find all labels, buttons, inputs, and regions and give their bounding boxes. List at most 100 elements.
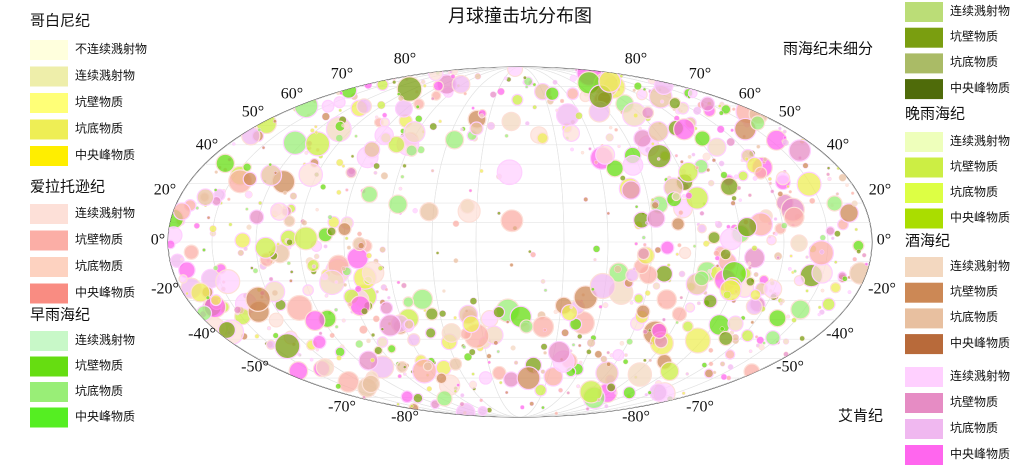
crater: [516, 366, 541, 391]
crater: [453, 389, 458, 394]
crater: [841, 275, 848, 282]
crater: [520, 405, 525, 410]
crater: [435, 372, 448, 385]
crater: [854, 227, 858, 232]
crater: [826, 172, 830, 177]
crater: [702, 152, 711, 161]
crater: [861, 252, 867, 258]
crater: [789, 254, 793, 258]
crater: [593, 160, 599, 165]
crater: [805, 289, 809, 293]
crater: [707, 231, 721, 245]
crater: [642, 329, 648, 335]
crater: [314, 130, 319, 135]
crater: [583, 197, 589, 202]
legend-label: 中央峰物质: [75, 147, 135, 162]
crater: [642, 87, 647, 92]
crater: [712, 370, 717, 375]
crater: [335, 383, 342, 390]
crater: [719, 326, 725, 332]
crater: [606, 382, 617, 393]
crater: [733, 174, 739, 180]
crater: [270, 202, 289, 221]
crater: [343, 283, 347, 287]
crater: [718, 104, 722, 108]
crater: [783, 206, 805, 228]
crater: [738, 198, 743, 202]
crater: [802, 162, 809, 169]
crater: [736, 216, 758, 238]
crater: [561, 328, 569, 337]
latitude-label: 40°: [196, 137, 218, 154]
crater: [756, 336, 765, 345]
crater: [594, 350, 603, 359]
legend-period: 早雨海纪: [30, 306, 90, 323]
crater: [706, 168, 711, 173]
crater: [314, 124, 318, 129]
crater: [678, 210, 684, 216]
crater: [685, 192, 693, 200]
latitude-label: -70°: [328, 399, 356, 416]
crater: [402, 372, 407, 376]
crater: [756, 144, 761, 149]
crater: [297, 352, 301, 357]
crater: [614, 127, 619, 132]
crater: [831, 236, 835, 241]
crater: [641, 235, 646, 240]
crater: [648, 358, 653, 363]
legend-swatch: [905, 308, 943, 329]
crater: [681, 391, 686, 396]
crater: [500, 209, 524, 233]
latitude-label: -20°: [151, 281, 179, 298]
legend-period: 晚雨海纪: [905, 105, 965, 122]
crater: [713, 250, 720, 257]
crater: [504, 133, 509, 138]
crater: [680, 159, 684, 164]
crater: [309, 357, 314, 362]
crater: [809, 197, 816, 204]
crater: [505, 320, 510, 324]
legend-period: 艾肯纪: [838, 407, 883, 424]
crater: [329, 332, 335, 339]
crater: [439, 310, 447, 318]
crater: [588, 147, 592, 151]
crater: [360, 185, 379, 204]
crater: [629, 300, 634, 305]
crater: [775, 171, 791, 186]
crater: [571, 342, 576, 347]
latitude-label: 0°: [877, 232, 891, 249]
crater: [762, 157, 768, 162]
crater: [511, 93, 524, 106]
crater: [544, 86, 560, 101]
crater: [178, 274, 188, 284]
crater: [401, 282, 407, 289]
crater: [298, 162, 324, 187]
crater: [699, 210, 705, 216]
crater: [430, 96, 435, 101]
crater: [249, 209, 265, 225]
crater: [747, 193, 752, 198]
crater: [613, 265, 622, 274]
legend-period: 哥白尼纪: [30, 12, 90, 29]
crater: [364, 80, 373, 89]
crater: [593, 257, 597, 262]
crater: [826, 195, 843, 212]
crater: [752, 175, 758, 181]
crater: [312, 334, 327, 350]
crater: [782, 129, 787, 134]
crater: [716, 125, 725, 134]
crater: [503, 76, 508, 81]
legend-swatch: [30, 331, 68, 351]
crater: [724, 349, 736, 360]
crater: [796, 171, 822, 197]
crater: [444, 130, 465, 150]
crater: [719, 279, 742, 302]
crater: [606, 350, 610, 355]
crater: [504, 390, 509, 395]
crater: [392, 80, 397, 85]
crater: [768, 309, 787, 328]
crater: [819, 234, 826, 241]
latitude-label: 50°: [779, 104, 801, 121]
crater: [334, 279, 339, 285]
